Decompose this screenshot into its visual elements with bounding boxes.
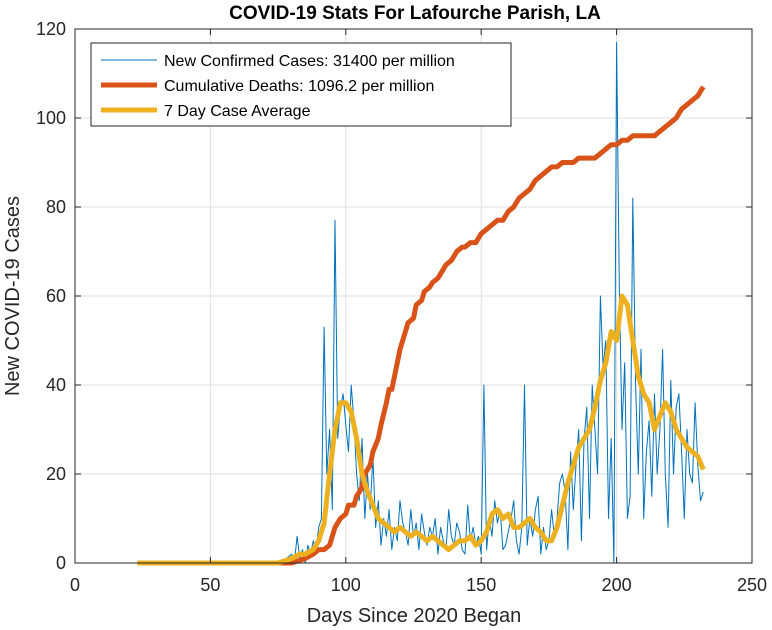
new-cases-line (137, 41, 704, 564)
x-tick-label: 0 (70, 575, 80, 595)
x-axis-label: Days Since 2020 Began (307, 605, 522, 627)
y-tick-label: 80 (46, 197, 66, 217)
legend-label: Cumulative Deaths: 1096.2 per million (164, 78, 434, 95)
legend-box (90, 42, 512, 127)
y-axis-label: New COVID-19 Cases (2, 196, 24, 396)
x-tick-label: 250 (737, 575, 767, 595)
y-tick-label: 60 (46, 286, 66, 306)
seven-day-average-line (137, 293, 706, 566)
ticks: 0 50 100 150 200 250 0 20 40 60 80 100 120 (36, 19, 767, 595)
legend-label: New Confirmed Cases: 31400 per million (164, 53, 455, 70)
x-tick-label: 100 (331, 575, 361, 595)
y-tick-label: 20 (46, 464, 66, 484)
chart-title: COVID-19 Stats For Lafourche Parish, LA (229, 3, 601, 24)
x-tick-label: 200 (602, 575, 632, 595)
y-tick-label: 0 (56, 553, 66, 573)
legend-label: 7 Day Case Average (164, 103, 311, 120)
cumulative-deaths-line (278, 85, 706, 566)
y-tick-label: 120 (36, 19, 66, 39)
legend: New Confirmed Cases: 31400 per million Cu… (90, 42, 512, 127)
series-layer (137, 41, 706, 566)
y-tick-label: 100 (36, 108, 66, 128)
x-tick-label: 150 (466, 575, 496, 595)
y-tick-label: 40 (46, 375, 66, 395)
x-tick-label: 50 (200, 575, 220, 595)
